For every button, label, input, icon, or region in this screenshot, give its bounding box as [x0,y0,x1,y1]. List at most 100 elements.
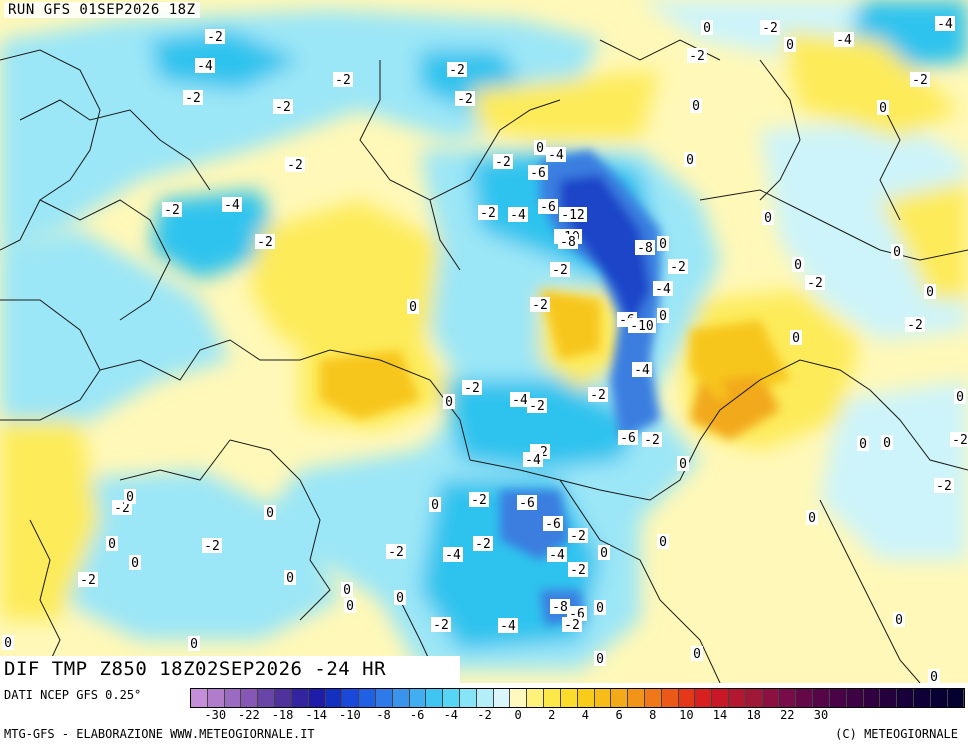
temperature-difference-map: -2-4-2-2-2-2-2-2-2 -4-20-20 -4-6-2 -4-6-12-… [0,0,968,683]
color-swatch [611,689,629,707]
color-swatch [628,689,645,707]
svg-text:-4: -4 [548,148,564,163]
contour-label: 0 [443,394,455,410]
color-swatch [476,689,494,707]
color-swatch [291,689,309,707]
svg-text:0: 0 [596,652,604,667]
contour-label: 0 [598,545,610,561]
contour-label: -4 [523,452,543,468]
svg-text:0: 0 [346,599,354,614]
color-swatch [644,689,662,707]
run-title: RUN GFS 01SEP2026 18Z [4,2,200,18]
svg-text:0: 0 [764,211,772,226]
contour-label: -8 [635,240,655,256]
contour-label: -2 [910,72,930,88]
svg-text:-2: -2 [471,493,487,508]
svg-text:-2: -2 [590,388,606,403]
svg-text:-4: -4 [500,619,516,634]
contour-label: 0 [594,651,606,667]
svg-text:-6: -6 [519,496,535,511]
contour-label: 0 [407,299,419,315]
contour-label: 0 [792,257,804,273]
svg-text:-2: -2 [80,573,96,588]
contour-label: 0 [893,612,905,628]
contour-label: 0 [534,140,546,156]
contour-label: -2 [568,528,588,544]
contour-label: 0 [954,389,966,405]
contour-label: 0 [928,669,940,683]
svg-text:-2: -2 [164,203,180,218]
svg-text:0: 0 [343,583,351,598]
contour-label: 0 [341,582,353,598]
contour-label: -2 [805,275,825,291]
contour-label: 0 [877,100,889,116]
contour-label: -2 [469,492,489,508]
svg-text:0: 0 [879,101,887,116]
svg-text:0: 0 [286,571,294,586]
contour-label: -2 [934,478,954,494]
svg-text:-2: -2 [570,563,586,578]
svg-text:-4: -4 [937,17,953,32]
color-swatch [342,689,360,707]
color-swatch [930,689,948,707]
svg-text:-2: -2 [529,399,545,414]
svg-text:0: 0 [108,537,116,552]
color-swatch [375,689,393,707]
svg-text:-2: -2 [204,539,220,554]
svg-text:-6: -6 [545,517,561,532]
svg-text:-2: -2 [433,618,449,633]
color-swatch [392,689,410,707]
svg-text:0: 0 [679,457,687,472]
svg-text:-2: -2 [480,206,496,221]
color-swatch [695,689,713,707]
scale-tick-label: 2 [548,708,556,722]
contour-label: -2 [183,90,203,106]
data-source-label: DATI NCEP GFS 0.25° [4,688,142,702]
contour-label: -2 [550,262,570,278]
scale-tick-label: 8 [649,708,657,722]
svg-text:0: 0 [693,647,701,662]
scale-tick-label: -2 [477,708,492,722]
contour-label: -6 [517,495,537,511]
svg-text:0: 0 [926,285,934,300]
color-swatch [762,689,780,707]
scale-tick-label: 30 [813,708,829,722]
color-swatch [594,689,612,707]
svg-text:-2: -2 [275,100,291,115]
svg-text:-8: -8 [637,241,653,256]
svg-text:-2: -2 [689,49,705,64]
svg-text:0: 0 [266,506,274,521]
contour-label: 0 [691,646,703,662]
svg-text:-4: -4 [512,393,528,408]
contour-label: 0 [762,210,774,226]
color-swatch [241,689,259,707]
svg-text:0: 0 [956,390,964,405]
svg-text:-2: -2 [952,433,968,448]
svg-text:0: 0 [859,437,867,452]
color-swatch [712,689,729,707]
contour-label: -2 [285,157,305,173]
svg-text:0: 0 [895,613,903,628]
contour-label: -2 [255,234,275,250]
contour-label: -2 [950,432,968,448]
svg-text:0: 0 [883,436,891,451]
color-swatch [897,689,914,707]
svg-text:-2: -2 [449,63,465,78]
svg-text:0: 0 [445,395,453,410]
contour-label: -2 [431,617,451,633]
svg-text:-2: -2 [207,30,223,45]
color-swatch [207,689,225,707]
svg-text:0: 0 [596,601,604,616]
svg-text:-2: -2 [670,260,686,275]
color-swatch [913,689,931,707]
scale-tick-label: -14 [305,708,328,722]
svg-text:0: 0 [431,498,439,513]
contour-label: -2 [568,562,588,578]
svg-text:-4: -4 [634,363,650,378]
svg-text:-2: -2 [552,263,568,278]
svg-text:0: 0 [659,237,667,252]
svg-text:-2: -2 [762,21,778,36]
color-swatch [510,689,528,707]
svg-text:0: 0 [4,636,12,651]
contour-label: 0 [2,635,14,651]
